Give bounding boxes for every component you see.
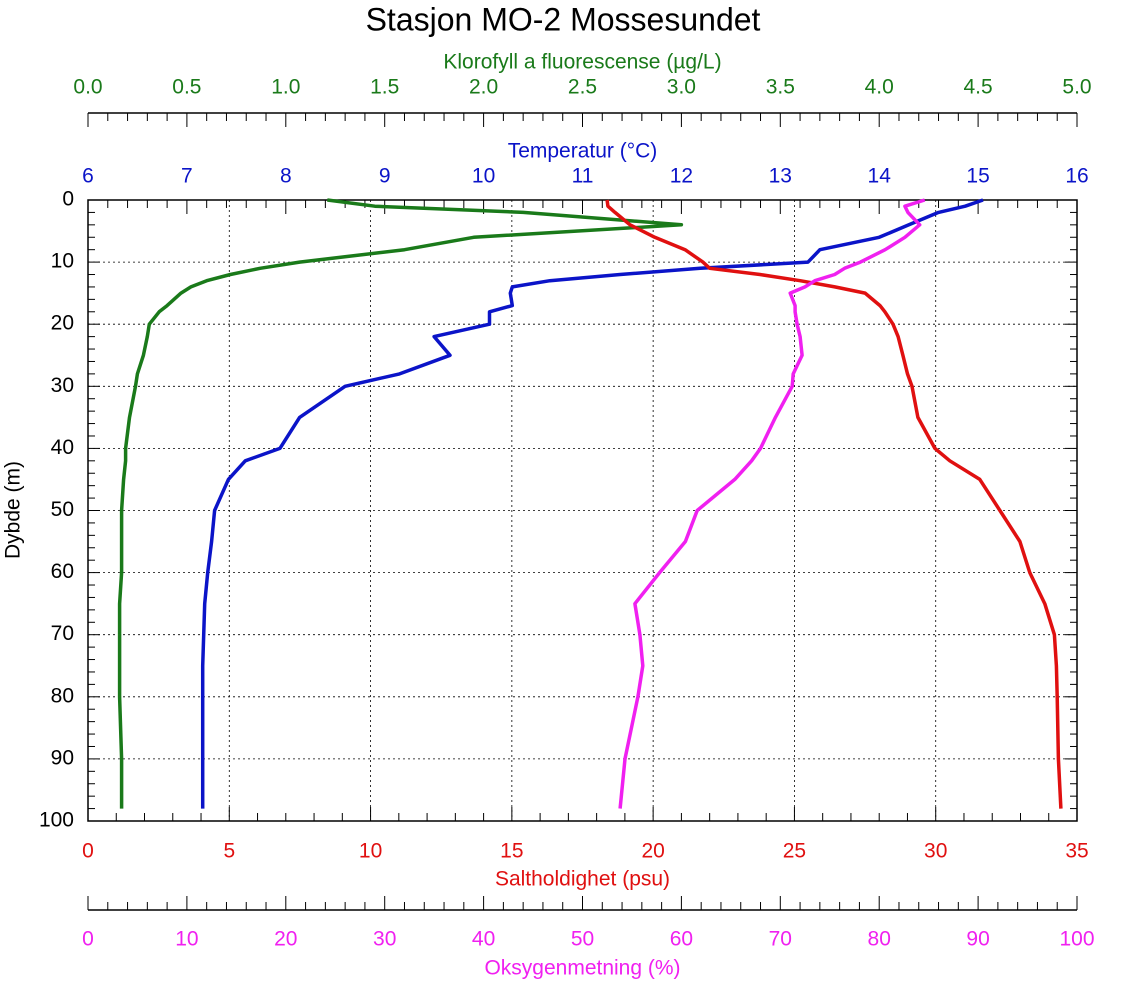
profile-line (200, 198, 984, 809)
x-tick-label: 8 (280, 165, 292, 188)
y-tick-label: 100 (39, 809, 74, 832)
x-tick-label: 70 (769, 928, 792, 951)
x-tick-label: 2.5 (568, 76, 597, 99)
x-tick-label: 6 (82, 165, 94, 188)
x-tick-label: 60 (670, 928, 693, 951)
x-tick-label: 10 (359, 840, 382, 863)
x-tick-label: 5 (223, 840, 235, 863)
x-tick-label: 15 (500, 840, 523, 863)
x-tick-label: 1.0 (271, 76, 300, 99)
x-tick-label: 13 (769, 165, 792, 188)
y-tick-label: 10 (51, 250, 74, 273)
x-tick-label: 1.5 (370, 76, 399, 99)
profile-line (605, 199, 1063, 809)
y-tick-label: 60 (51, 560, 74, 583)
x-tick-label: 50 (571, 928, 594, 951)
y-tick-label: 0 (62, 188, 74, 211)
x-tick-label: 80 (868, 928, 891, 951)
x-tick-label: 40 (472, 928, 495, 951)
x-tick-label: 35 (1065, 840, 1088, 863)
x-tick-label: 3.0 (667, 76, 696, 99)
x-tick-label: 11 (572, 165, 594, 188)
x-axis-title: Klorofyll a fluorescense (µg/L) (443, 51, 721, 74)
x-axis-title: Saltholdighet (psu) (495, 868, 670, 891)
x-tick-label: 2.0 (469, 76, 498, 99)
x-tick-label: 0.5 (172, 76, 201, 99)
x-tick-label: 25 (783, 840, 806, 863)
x-tick-label: 90 (966, 928, 989, 951)
y-tick-label: 80 (51, 684, 74, 707)
x-tick-label: 0 (82, 928, 94, 951)
y-tick-label: 40 (51, 436, 74, 459)
x-tick-label: 20 (641, 840, 664, 863)
x-tick-label: 16 (1065, 165, 1088, 188)
chart-title: Stasjon MO-2 Mossesundet (366, 1, 761, 37)
y-tick-label: 20 (51, 312, 74, 335)
x-tick-label: 20 (274, 928, 297, 951)
x-tick-label: 0.0 (73, 76, 102, 99)
profile-line (618, 198, 926, 809)
x-axis-title: Temperatur (°C) (508, 140, 658, 163)
x-tick-label: 100 (1059, 928, 1094, 951)
x-tick-label: 4.0 (865, 76, 894, 99)
y-tick-label: 50 (51, 498, 74, 521)
x-tick-label: 4.5 (963, 76, 992, 99)
x-tick-label: 3.5 (766, 76, 795, 99)
x-tick-label: 10 (175, 928, 198, 951)
y-axis-title: Dybde (m) (2, 461, 25, 559)
x-tick-label: 0 (82, 840, 94, 863)
x-tick-label: 15 (966, 165, 989, 188)
x-tick-label: 30 (373, 928, 396, 951)
x-tick-label: 9 (379, 165, 391, 188)
x-tick-label: 14 (868, 165, 892, 188)
y-tick-label: 30 (51, 374, 74, 397)
x-tick-label: 30 (924, 840, 947, 863)
y-tick-label: 90 (51, 746, 74, 769)
profile-line (117, 198, 684, 809)
y-tick-label: 70 (51, 622, 74, 645)
x-tick-label: 10 (472, 165, 495, 188)
x-tick-label: 5.0 (1062, 76, 1091, 99)
x-tick-label: 7 (181, 165, 193, 188)
x-axis-title: Oksygenmetning (%) (484, 957, 680, 980)
x-tick-label: 12 (670, 165, 693, 188)
